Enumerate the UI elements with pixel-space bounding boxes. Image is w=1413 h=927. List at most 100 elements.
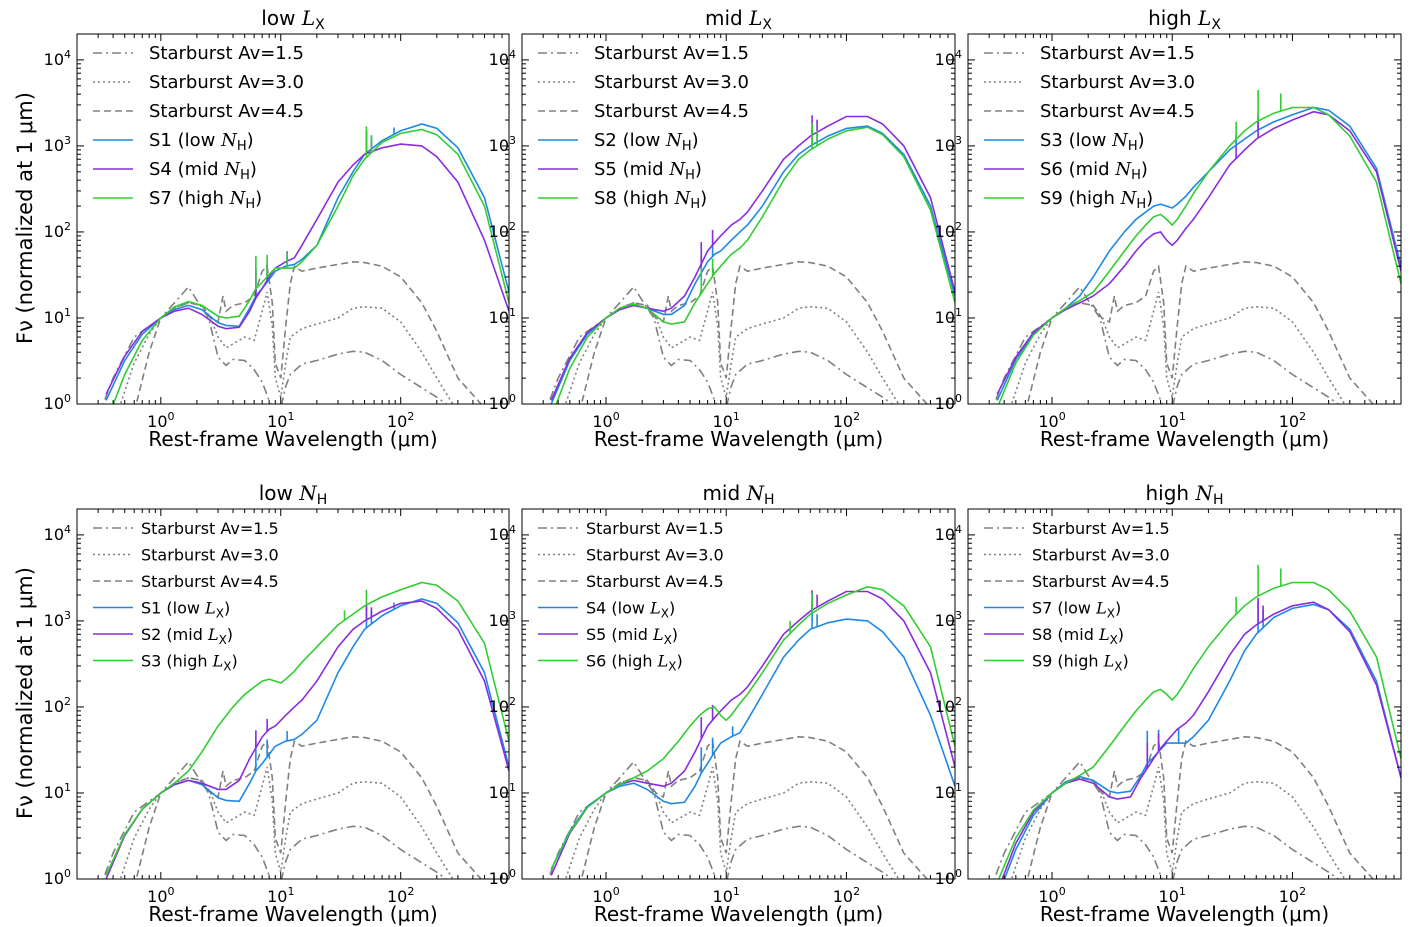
legend-label: Starburst Av=4.5 xyxy=(149,101,304,122)
chart-title: mid NH xyxy=(702,481,774,508)
y-tick-label: 101 xyxy=(44,306,71,327)
y-tick-label: 101 xyxy=(44,781,71,802)
x-axis-label: Rest-frame Wavelength (μm) xyxy=(1040,427,1329,451)
legend-label: S2 (mid LX) xyxy=(141,625,233,647)
chart-title: high NH xyxy=(1146,481,1224,508)
legend-label: S7 (high NH) xyxy=(149,188,262,212)
legend-label: Starburst Av=3.0 xyxy=(141,546,279,565)
x-tick-label: 100 xyxy=(147,410,174,431)
x-tick-label: 100 xyxy=(147,885,174,906)
legend-label: S3 (high LX) xyxy=(141,652,238,674)
y-axis-labels: Fν (normalized at 1 μm) Fν (normalized a… xyxy=(13,92,37,819)
starburst-line xyxy=(102,760,448,879)
y-tick-label: 103 xyxy=(489,609,516,630)
legend-label: Starburst Av=1.5 xyxy=(586,519,724,538)
x-tick-label: 100 xyxy=(1038,885,1065,906)
starburst-line xyxy=(135,735,483,879)
legend-label: Starburst Av=4.5 xyxy=(1040,101,1195,122)
y-tick-label: 100 xyxy=(44,867,71,888)
y-tick-label: 100 xyxy=(935,392,962,413)
legend-label: Starburst Av=1.5 xyxy=(1040,43,1195,64)
x-axis-label: Rest-frame Wavelength (μm) xyxy=(1040,902,1329,926)
legend-label: Starburst Av=3.0 xyxy=(149,72,304,93)
x-tick-label: 101 xyxy=(713,410,740,431)
y-tick-label: 100 xyxy=(935,867,962,888)
series-line xyxy=(550,585,955,870)
starburst-line xyxy=(993,760,1340,879)
plot-area xyxy=(993,89,1401,404)
y-axis-label-top: Fν (normalized at 1 μm) xyxy=(13,92,37,344)
y-tick-label: 100 xyxy=(489,867,516,888)
series-line xyxy=(996,110,1401,395)
x-tick-label: 101 xyxy=(1159,410,1186,431)
chart-title: mid LX xyxy=(705,6,772,33)
x-tick-label: 102 xyxy=(833,885,860,906)
legend-label: S4 (low LX) xyxy=(586,599,675,621)
series-line xyxy=(997,106,1401,404)
x-axis-label: Rest-frame Wavelength (μm) xyxy=(594,902,883,926)
x-tick-label: 101 xyxy=(713,885,740,906)
y-tick-label: 101 xyxy=(489,306,516,327)
starburst-line xyxy=(564,766,900,879)
series-line xyxy=(996,106,1401,401)
legend-label: S6 (mid NH) xyxy=(1040,159,1148,183)
legend-label: Starburst Av=1.5 xyxy=(149,43,304,64)
y-tick-label: 101 xyxy=(935,781,962,802)
legend-label: S6 (high LX) xyxy=(586,652,683,674)
panels: 100 101 102 100 101 102 103 104 low LX Rest-frame… xyxy=(44,6,1402,926)
y-tick-label: 104 xyxy=(489,48,516,69)
legend-label: Starburst Av=1.5 xyxy=(141,519,279,538)
series-line xyxy=(112,128,509,404)
x-tick-label: 101 xyxy=(267,885,294,906)
series-line xyxy=(105,600,509,879)
series-line xyxy=(997,581,1401,879)
legend-label: S5 (mid NH) xyxy=(594,159,702,183)
starburst-line xyxy=(1026,735,1375,879)
starburst-line xyxy=(1026,260,1375,404)
y-tick-label: 102 xyxy=(489,695,516,716)
x-tick-label: 100 xyxy=(592,885,619,906)
x-tick-label: 102 xyxy=(387,885,414,906)
chart-panel: 100 101 102 100 101 102 103 104 mid NH Rest-frame… xyxy=(489,481,956,926)
y-axis-label-bottom: Fν (normalized at 1 μm) xyxy=(13,567,37,819)
chart-title: high LX xyxy=(1148,6,1221,33)
series-line xyxy=(105,581,509,876)
x-tick-label: 101 xyxy=(267,410,294,431)
legend: Starburst Av=1.5 Starburst Av=3.0 Starburs… xyxy=(984,43,1195,212)
y-tick-label: 104 xyxy=(489,523,516,544)
x-axis-label: Rest-frame Wavelength (μm) xyxy=(148,427,437,451)
legend-label: S1 (low NH) xyxy=(149,130,254,154)
x-axis-label: Rest-frame Wavelength (μm) xyxy=(594,427,883,451)
legend-label: S8 (mid LX) xyxy=(1032,625,1124,647)
chart-title: low LX xyxy=(261,6,325,33)
chart-panel: 100 101 102 100 101 102 103 104 high NH Rest-fram… xyxy=(935,481,1402,926)
plot-area xyxy=(993,564,1401,879)
axes-frame xyxy=(76,33,510,405)
y-tick-label: 102 xyxy=(935,220,962,241)
x-tick-label: 102 xyxy=(387,410,414,431)
legend: Starburst Av=1.5 Starburst Av=3.0 Starburs… xyxy=(93,519,279,674)
chart-panel: 100 101 102 100 101 102 103 104 low NH Rest-frame… xyxy=(44,481,510,926)
starburst-line xyxy=(135,260,483,404)
legend-label: Starburst Av=3.0 xyxy=(594,72,749,93)
legend-label: Starburst Av=4.5 xyxy=(1032,572,1170,591)
y-tick-label: 104 xyxy=(44,48,71,69)
chart-panel: 100 101 102 100 101 102 103 104 low LX Rest-frame… xyxy=(44,6,510,451)
starburst-line xyxy=(564,291,900,404)
legend-label: Starburst Av=1.5 xyxy=(1032,519,1170,538)
starburst-line xyxy=(580,260,929,404)
legend-label: S2 (low NH) xyxy=(594,130,699,154)
starburst-line xyxy=(102,285,448,404)
y-tick-label: 104 xyxy=(935,48,962,69)
y-tick-label: 103 xyxy=(489,134,516,155)
legend-label: S8 (high NH) xyxy=(594,188,707,212)
legend-label: Starburst Av=4.5 xyxy=(594,101,749,122)
chart-title: low NH xyxy=(259,481,328,508)
plot-area xyxy=(547,585,955,879)
starburst-line xyxy=(547,760,894,879)
y-tick-label: 104 xyxy=(935,523,962,544)
legend: Starburst Av=1.5 Starburst Av=3.0 Starburs… xyxy=(93,43,304,212)
axes-frame xyxy=(967,508,1402,880)
starburst-line xyxy=(1010,291,1346,404)
